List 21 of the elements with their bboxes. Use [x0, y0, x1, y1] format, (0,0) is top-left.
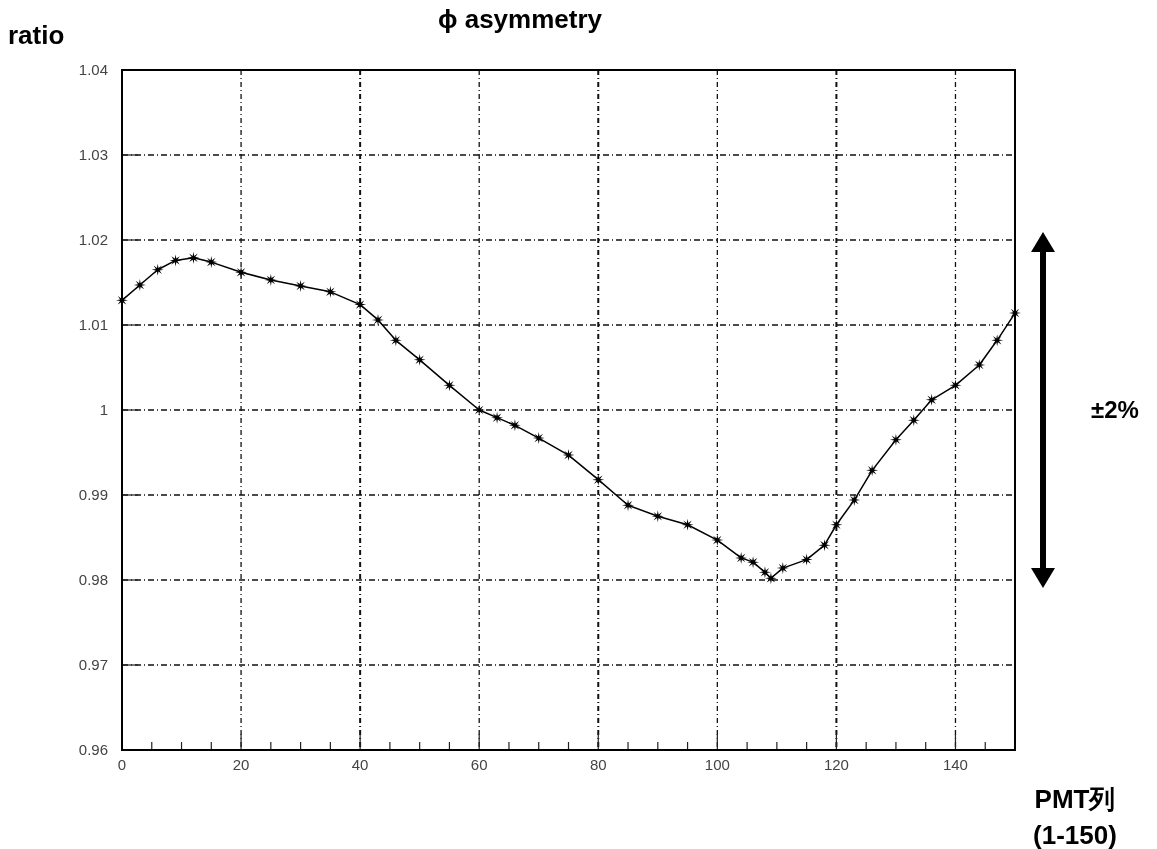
x-tick-label: 0: [117, 756, 127, 773]
x-tick-label: 120: [823, 756, 849, 773]
x-tick-label: 60: [470, 756, 488, 773]
chart-title: ϕ asymmetry: [437, 4, 603, 34]
x-tick-label: 140: [942, 756, 968, 773]
y-axis-title: ratio: [8, 20, 65, 50]
y-tick-label: 1.03: [78, 146, 108, 163]
x-tick-label: 80: [589, 756, 607, 773]
text: ±2%: [1091, 396, 1139, 423]
x-tick-label: 100: [704, 756, 730, 773]
x-tick-label: 20: [232, 756, 250, 773]
y-tick-label: 1.01: [78, 316, 108, 333]
y-tick-label: 1: [99, 401, 108, 418]
y-tick-label: 0.99: [78, 486, 108, 503]
y-tick-label: 0.96: [78, 741, 108, 758]
y-tick-label: 0.98: [78, 571, 108, 588]
y-tick-label: 0.97: [78, 656, 108, 673]
x-tick-label: 40: [351, 756, 369, 773]
y-tick-label: 1.04: [78, 61, 108, 78]
y-tick-label: 1.02: [78, 231, 108, 248]
x-axis-title: PMT列 (1-150): [1033, 784, 1117, 849]
